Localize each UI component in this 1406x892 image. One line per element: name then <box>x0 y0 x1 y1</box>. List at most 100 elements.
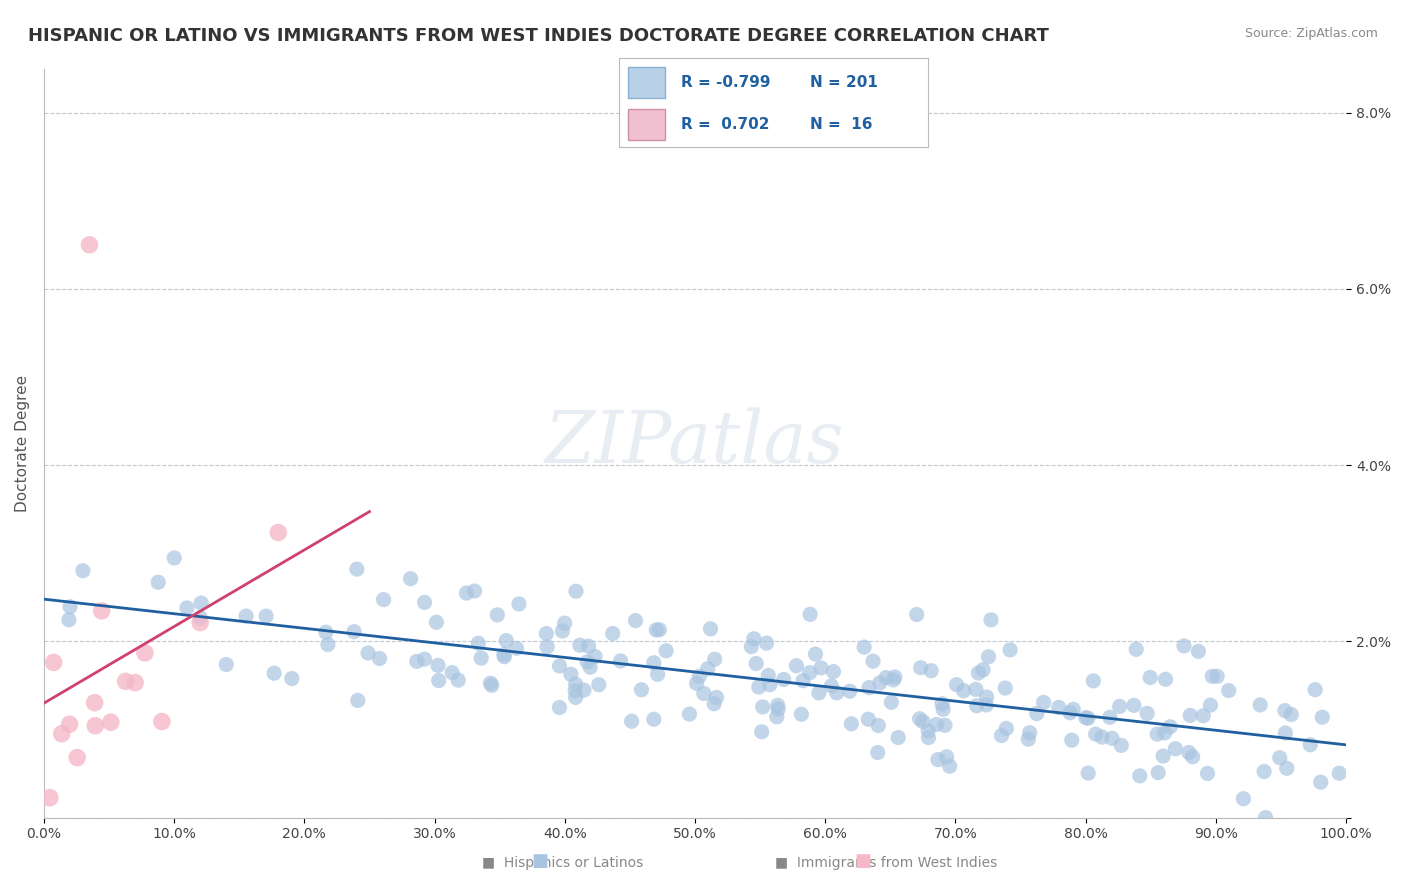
Point <box>486 607 509 622</box>
Point <box>42 656 65 670</box>
Point <box>751 700 773 714</box>
Point <box>564 677 586 691</box>
Point <box>740 640 762 654</box>
Point <box>1125 642 1147 657</box>
Point <box>976 690 998 704</box>
Point <box>858 712 880 726</box>
Point <box>100 715 122 730</box>
Point <box>1025 706 1047 721</box>
Point <box>748 680 770 694</box>
Point <box>1032 695 1054 709</box>
Point <box>931 697 953 711</box>
Point <box>792 673 814 688</box>
Point <box>1152 749 1174 764</box>
Point <box>766 702 789 716</box>
Point <box>84 719 107 733</box>
Point <box>441 665 464 680</box>
Point <box>508 597 530 611</box>
Point <box>925 717 948 731</box>
Point <box>976 698 998 712</box>
Point <box>281 672 304 686</box>
Point <box>882 673 904 687</box>
Point <box>966 698 988 713</box>
Point <box>1136 706 1159 721</box>
Point <box>1201 669 1223 683</box>
Point <box>163 551 186 566</box>
Point <box>1218 683 1240 698</box>
Point <box>1159 720 1181 734</box>
Point <box>263 666 285 681</box>
Point <box>58 613 80 627</box>
Point <box>254 609 277 624</box>
Point <box>548 659 571 673</box>
Point <box>977 649 1000 664</box>
Point <box>799 607 821 622</box>
Text: ■: ■ <box>855 852 872 870</box>
Point <box>696 662 718 676</box>
Point <box>1181 749 1204 764</box>
Point <box>1074 711 1097 725</box>
Point <box>235 609 257 624</box>
Point <box>1059 706 1081 720</box>
Point <box>995 722 1018 736</box>
Point <box>887 731 910 745</box>
Point <box>655 644 678 658</box>
Point <box>564 683 586 698</box>
Point <box>548 700 571 714</box>
Point <box>456 586 478 600</box>
Point <box>908 712 931 726</box>
Text: N = 201: N = 201 <box>810 76 879 90</box>
Point <box>316 638 339 652</box>
Point <box>790 707 813 722</box>
Point <box>1274 704 1296 718</box>
Text: R =  0.702: R = 0.702 <box>681 118 769 132</box>
Point <box>1199 698 1222 712</box>
Point <box>938 759 960 773</box>
Point <box>405 655 427 669</box>
Point <box>1192 708 1215 723</box>
Point <box>83 696 105 710</box>
Text: ■  Hispanics or Latinos: ■ Hispanics or Latinos <box>482 855 643 870</box>
Point <box>911 714 934 729</box>
Point <box>1268 751 1291 765</box>
Point <box>1178 708 1201 723</box>
Point <box>994 681 1017 695</box>
Point <box>188 615 211 630</box>
Point <box>346 562 368 576</box>
Point <box>1310 710 1333 724</box>
Point <box>1309 775 1331 789</box>
Point <box>1139 671 1161 685</box>
Point <box>693 686 716 700</box>
Point <box>79 237 101 252</box>
Point <box>967 666 990 681</box>
Point <box>176 601 198 615</box>
Point <box>766 698 789 713</box>
Point <box>751 724 773 739</box>
Point <box>134 646 156 660</box>
Point <box>1084 727 1107 741</box>
Point <box>745 657 768 671</box>
Point <box>583 649 606 664</box>
Point <box>703 652 725 666</box>
Point <box>343 624 366 639</box>
Point <box>1303 682 1326 697</box>
Point <box>1101 731 1123 746</box>
Point <box>810 661 832 675</box>
Point <box>804 647 827 661</box>
Point <box>825 686 848 700</box>
Point <box>492 648 515 662</box>
Point <box>551 624 574 638</box>
Point <box>609 654 631 668</box>
Point <box>1060 733 1083 747</box>
Point <box>1146 727 1168 741</box>
Point <box>1327 766 1350 780</box>
Point <box>756 668 779 682</box>
Point <box>838 684 860 698</box>
Point <box>880 695 903 709</box>
Point <box>799 665 821 680</box>
Text: R = -0.799: R = -0.799 <box>681 76 770 90</box>
Point <box>58 717 80 731</box>
Point <box>972 663 994 677</box>
Point <box>1253 764 1275 779</box>
Point <box>927 753 949 767</box>
